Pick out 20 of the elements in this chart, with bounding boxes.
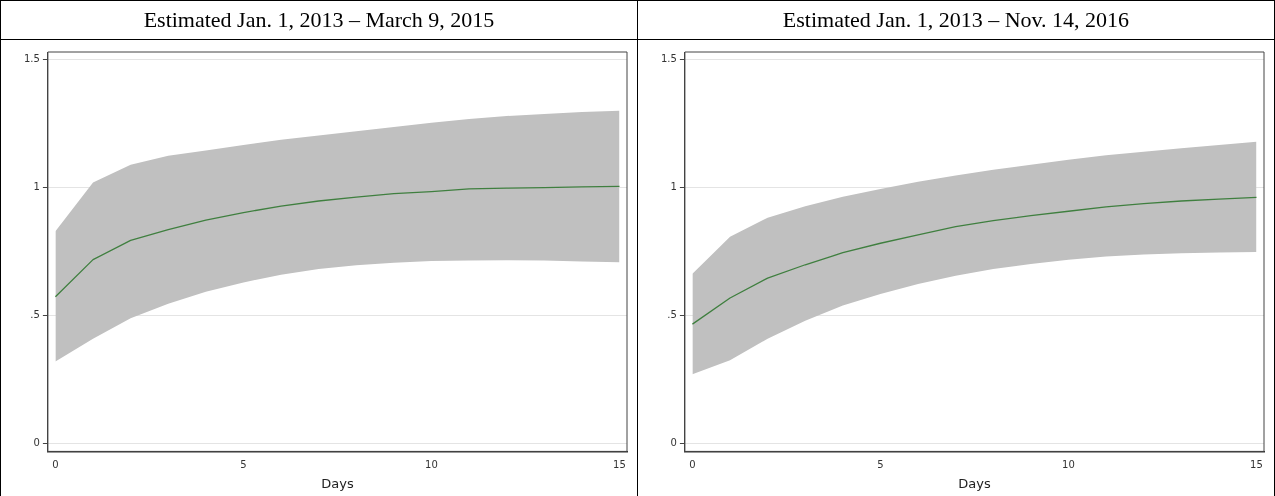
x-tick-label: 15 xyxy=(613,458,626,470)
x-tick-label: 5 xyxy=(240,458,247,470)
x-axis-title: Days xyxy=(958,475,991,491)
x-tick-label: 5 xyxy=(877,458,884,470)
y-tick-label: 1 xyxy=(33,181,40,193)
y-tick-label: 0 xyxy=(670,437,677,449)
y-tick-label: .5 xyxy=(667,309,677,321)
chart-title: Estimated Jan. 1, 2013 – March 9, 2015 xyxy=(1,1,637,40)
x-tick-label: 0 xyxy=(689,458,696,470)
y-tick-label: 1.5 xyxy=(661,53,677,65)
x-tick-label: 0 xyxy=(52,458,59,470)
y-tick-label: 1.5 xyxy=(24,53,40,65)
x-tick-label: 10 xyxy=(1062,458,1075,470)
y-tick-label: 1 xyxy=(670,181,677,193)
y-tick-label: .5 xyxy=(30,309,40,321)
x-axis-title: Days xyxy=(321,475,354,491)
x-tick-label: 10 xyxy=(425,458,438,470)
chart-title: Estimated Jan. 1, 2013 – Nov. 14, 2016 xyxy=(638,1,1274,40)
x-tick-label: 15 xyxy=(1250,458,1263,470)
y-tick-label: 0 xyxy=(33,437,40,449)
